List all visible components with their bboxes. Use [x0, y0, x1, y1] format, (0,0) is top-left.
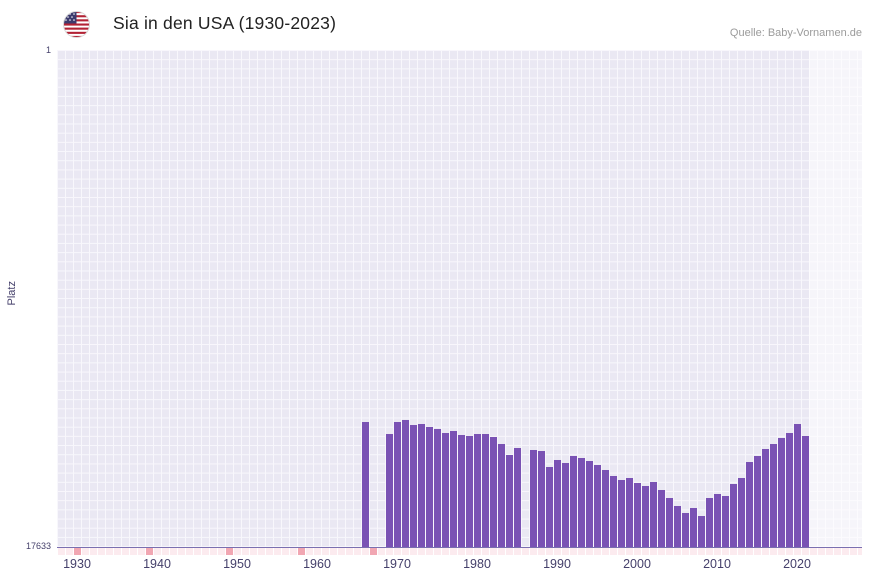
bar-2014[interactable]: [746, 462, 753, 547]
bar-2001[interactable]: [642, 485, 649, 547]
y-axis-label: Platz: [6, 281, 18, 306]
bar-1998[interactable]: [618, 480, 625, 547]
bar-2008[interactable]: [698, 515, 705, 547]
bar-1976[interactable]: [442, 432, 449, 547]
x-tick-1970: 1970: [383, 557, 411, 571]
no-data-mark-1958: [298, 548, 305, 555]
us-flag-icon: [63, 11, 90, 38]
bar-2002[interactable]: [650, 482, 657, 547]
bar-2015[interactable]: [754, 455, 761, 547]
bar-1995[interactable]: [594, 464, 601, 547]
bar-2019[interactable]: [786, 433, 793, 547]
bar-2009[interactable]: [706, 498, 713, 547]
bar-1966[interactable]: [362, 422, 369, 547]
no-data-mark-1967: [370, 548, 377, 555]
bar-1980[interactable]: [474, 433, 481, 547]
bar-1982[interactable]: [490, 437, 497, 547]
plot-area: [57, 50, 862, 548]
bar-1977[interactable]: [450, 431, 457, 547]
x-tick-2010: 2010: [703, 557, 731, 571]
bar-1990[interactable]: [554, 459, 561, 547]
bar-1999[interactable]: [626, 478, 633, 547]
x-tick-2020: 2020: [783, 557, 811, 571]
bar-1978[interactable]: [458, 435, 465, 547]
bar-2005[interactable]: [674, 506, 681, 547]
bar-1974[interactable]: [426, 427, 433, 547]
bar-2018[interactable]: [778, 437, 785, 547]
bar-2013[interactable]: [738, 477, 745, 547]
bar-1971[interactable]: [402, 420, 409, 547]
y-tick-bottom: 17633: [25, 541, 51, 551]
bar-1988[interactable]: [538, 451, 545, 547]
bar-2003[interactable]: [658, 490, 665, 547]
y-tick-top: 1: [45, 45, 51, 55]
bar-1972[interactable]: [410, 425, 417, 547]
no-data-mark-1949: [226, 548, 233, 555]
bar-1994[interactable]: [586, 460, 593, 547]
source-credit: Quelle: Baby-Vornamen.de: [729, 27, 862, 39]
x-tick-1980: 1980: [463, 557, 491, 571]
bar-1979[interactable]: [466, 436, 473, 547]
bar-2017[interactable]: [770, 444, 777, 547]
bar-2016[interactable]: [762, 448, 769, 547]
bar-2007[interactable]: [690, 507, 697, 547]
x-tick-1990: 1990: [543, 557, 571, 571]
x-tick-1940: 1940: [143, 557, 171, 571]
bar-2021[interactable]: [802, 436, 809, 547]
x-tick-1960: 1960: [303, 557, 331, 571]
bar-1996[interactable]: [602, 469, 609, 547]
bar-1970[interactable]: [394, 421, 401, 547]
no-data-mark-1930: [74, 548, 81, 555]
bar-1991[interactable]: [562, 463, 569, 547]
bar-1989[interactable]: [546, 467, 553, 547]
no-data-strip: [57, 548, 862, 555]
bar-1975[interactable]: [434, 429, 441, 547]
bar-1997[interactable]: [610, 476, 617, 547]
recent-years-highlight-band: [809, 50, 862, 547]
bar-2006[interactable]: [682, 513, 689, 547]
bar-1987[interactable]: [530, 450, 537, 547]
bar-2011[interactable]: [722, 496, 729, 547]
bar-2012[interactable]: [730, 483, 737, 547]
bar-2020[interactable]: [794, 424, 801, 547]
bar-1983[interactable]: [498, 444, 505, 547]
bar-1992[interactable]: [570, 456, 577, 547]
bar-2010[interactable]: [714, 494, 721, 547]
no-data-mark-1939: [146, 548, 153, 555]
bar-1969[interactable]: [386, 433, 393, 547]
page-title: Sia in den USA (1930-2023): [113, 13, 337, 33]
bar-2000[interactable]: [634, 483, 641, 547]
bar-2004[interactable]: [666, 497, 673, 547]
bar-1985[interactable]: [514, 448, 521, 547]
x-axis-tick-labels: 1930 1940 1950 1960 1970 1980 1990 2000 2010 2020: [57, 557, 862, 579]
bar-1973[interactable]: [418, 424, 425, 547]
x-tick-1950: 1950: [223, 557, 251, 571]
x-tick-2000: 2000: [623, 557, 651, 571]
bar-1981[interactable]: [482, 434, 489, 547]
bar-1993[interactable]: [578, 458, 585, 547]
x-tick-1930: 1930: [63, 557, 91, 571]
bar-1984[interactable]: [506, 454, 513, 547]
